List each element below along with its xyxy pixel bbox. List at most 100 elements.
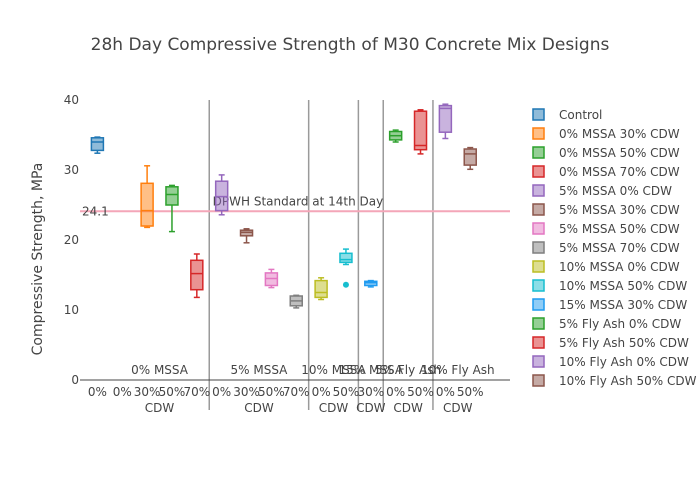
group-sub-label: CDW bbox=[443, 401, 473, 415]
legend-swatch bbox=[532, 260, 545, 273]
box-10-fly-ash-50-cdw[interactable] bbox=[463, 146, 477, 171]
group-sub-label: CDW bbox=[393, 401, 423, 415]
box-body bbox=[413, 110, 428, 151]
legend-label: 0% MSSA 30% CDW bbox=[559, 127, 680, 141]
legend-swatch bbox=[532, 127, 545, 140]
box-10-mssa-0-cdw[interactable] bbox=[314, 277, 328, 301]
legend-item[interactable]: 0% MSSA 30% CDW bbox=[532, 127, 680, 141]
y-tick-label: 0 bbox=[71, 373, 79, 387]
group-label: 15% MSSA bbox=[339, 363, 404, 377]
box-5-mssa-30-cdw[interactable] bbox=[239, 228, 254, 244]
box-0-mssa-50-cdw[interactable] bbox=[165, 184, 179, 233]
box-body bbox=[90, 137, 105, 152]
box-body bbox=[314, 279, 328, 299]
group-sub-label: CDW bbox=[319, 401, 349, 415]
x-tick-label: 50% bbox=[333, 385, 360, 399]
box-5-fly-ash-0-cdw[interactable] bbox=[388, 129, 403, 143]
group-label: 10% Fly Ash bbox=[421, 363, 495, 377]
legend-swatch bbox=[532, 165, 545, 178]
box-5-fly-ash-50-cdw[interactable] bbox=[413, 109, 428, 155]
legend-item[interactable]: 15% MSSA 30% CDW bbox=[532, 298, 687, 312]
chart-title: 28h Day Compressive Strength of M30 Conc… bbox=[91, 35, 610, 55]
legend-item[interactable]: 5% MSSA 0% CDW bbox=[532, 184, 672, 198]
x-tick-label: 0% bbox=[212, 385, 231, 399]
legend-label: 10% MSSA 50% CDW bbox=[559, 279, 687, 293]
box-10-fly-ash-0-cdw[interactable] bbox=[438, 103, 453, 140]
x-tick-label: 0% bbox=[386, 385, 405, 399]
box-5-mssa-50-cdw[interactable] bbox=[264, 268, 279, 289]
legend-item[interactable]: 0% MSSA 50% CDW bbox=[532, 146, 680, 160]
x-tick-label: 70% bbox=[183, 385, 210, 399]
legend-label: 5% Fly Ash 50% CDW bbox=[559, 336, 689, 350]
legend-label: 5% MSSA 30% CDW bbox=[559, 203, 680, 217]
box-series bbox=[90, 103, 477, 309]
legend-label: 10% Fly Ash 0% CDW bbox=[559, 355, 689, 369]
x-tick-label: 0% bbox=[436, 385, 455, 399]
x-tick-label: 50% bbox=[159, 385, 186, 399]
legend-label: 10% Fly Ash 50% CDW bbox=[559, 374, 697, 388]
x-tick-label: 50% bbox=[457, 385, 484, 399]
box-body bbox=[140, 182, 154, 227]
legend-swatch bbox=[532, 146, 545, 159]
legend-swatch bbox=[532, 279, 545, 292]
legend-item[interactable]: Control bbox=[532, 108, 602, 122]
legend-item[interactable]: 10% MSSA 0% CDW bbox=[532, 260, 680, 274]
legend-label: 5% MSSA 70% CDW bbox=[559, 241, 680, 255]
box-5-mssa-0-cdw[interactable] bbox=[214, 174, 229, 216]
group-label: 10% MSSA bbox=[301, 363, 366, 377]
legend-item[interactable]: 5% MSSA 30% CDW bbox=[532, 203, 680, 217]
y-tick-label: 20 bbox=[64, 233, 79, 247]
legend-label: 5% MSSA 0% CDW bbox=[559, 184, 672, 198]
y-tick-label: 30 bbox=[64, 163, 79, 177]
legend-item[interactable]: 10% Fly Ash 0% CDW bbox=[532, 355, 689, 369]
y-tick-label: 40 bbox=[64, 93, 79, 107]
y-axis-label: Compressive Strength, MPa bbox=[30, 163, 46, 356]
group-label: 0% MSSA bbox=[131, 363, 189, 377]
legend-item[interactable]: 5% Fly Ash 0% CDW bbox=[532, 317, 681, 331]
legend-label: 0% MSSA 50% CDW bbox=[559, 146, 680, 160]
legend-item[interactable]: 10% Fly Ash 50% CDW bbox=[532, 374, 697, 388]
y-tick-label: 10 bbox=[64, 303, 79, 317]
box-body bbox=[190, 259, 204, 291]
y-axis-ticks: 0 10 20 30 40 bbox=[64, 93, 79, 387]
legend-label: 5% MSSA 50% CDW bbox=[559, 222, 680, 236]
legend-label: 0% MSSA 70% CDW bbox=[559, 165, 680, 179]
group-sub-label: CDW bbox=[356, 401, 386, 415]
x-tick-label: 50% bbox=[258, 385, 285, 399]
legend-item[interactable]: 10% MSSA 50% CDW bbox=[532, 279, 687, 293]
legend-swatch bbox=[532, 184, 545, 197]
box-15-mssa-30-cdw[interactable] bbox=[364, 279, 378, 288]
box-body bbox=[463, 148, 477, 166]
reference-value-label: 24.1 bbox=[82, 204, 109, 218]
box-body bbox=[339, 252, 353, 264]
legend-item[interactable]: 0% MSSA 70% CDW bbox=[532, 165, 680, 179]
reference-line-label: DPWH Standard at 14th Day bbox=[213, 194, 384, 208]
legend-swatch bbox=[532, 355, 545, 368]
box-body bbox=[165, 186, 179, 206]
legend-item[interactable]: 5% MSSA 50% CDW bbox=[532, 222, 680, 236]
legend[interactable]: Control 0% MSSA 30% CDW 0% MSSA 50% CDW 0% … bbox=[532, 108, 697, 388]
box-body bbox=[438, 104, 453, 133]
x-tick-label: 0% bbox=[312, 385, 331, 399]
x-tick-label: 30% bbox=[357, 385, 384, 399]
legend-item[interactable]: 5% Fly Ash 50% CDW bbox=[532, 336, 689, 350]
legend-swatch bbox=[532, 241, 545, 254]
box-0-mssa-70-cdw[interactable] bbox=[190, 253, 204, 299]
legend-label: 15% MSSA 30% CDW bbox=[559, 298, 687, 312]
x-tick-label: 50% bbox=[407, 385, 434, 399]
box-0-mssa-30-cdw[interactable] bbox=[140, 165, 154, 229]
box-outlier bbox=[342, 281, 349, 288]
group-label: 5% MSSA bbox=[231, 363, 289, 377]
box-10-mssa-50-cdw[interactable] bbox=[339, 248, 353, 288]
box-5-mssa-70-cdw[interactable] bbox=[289, 294, 303, 309]
legend-label: 5% Fly Ash 0% CDW bbox=[559, 317, 681, 331]
legend-swatch bbox=[532, 336, 545, 349]
legend-swatch bbox=[532, 222, 545, 235]
group-label: 5% Fly Ash bbox=[375, 363, 441, 377]
box-control[interactable] bbox=[90, 136, 105, 154]
legend-item[interactable]: 5% MSSA 70% CDW bbox=[532, 241, 680, 255]
legend-swatch bbox=[532, 108, 545, 121]
legend-swatch bbox=[532, 317, 545, 330]
x-tick-label: 30% bbox=[134, 385, 161, 399]
